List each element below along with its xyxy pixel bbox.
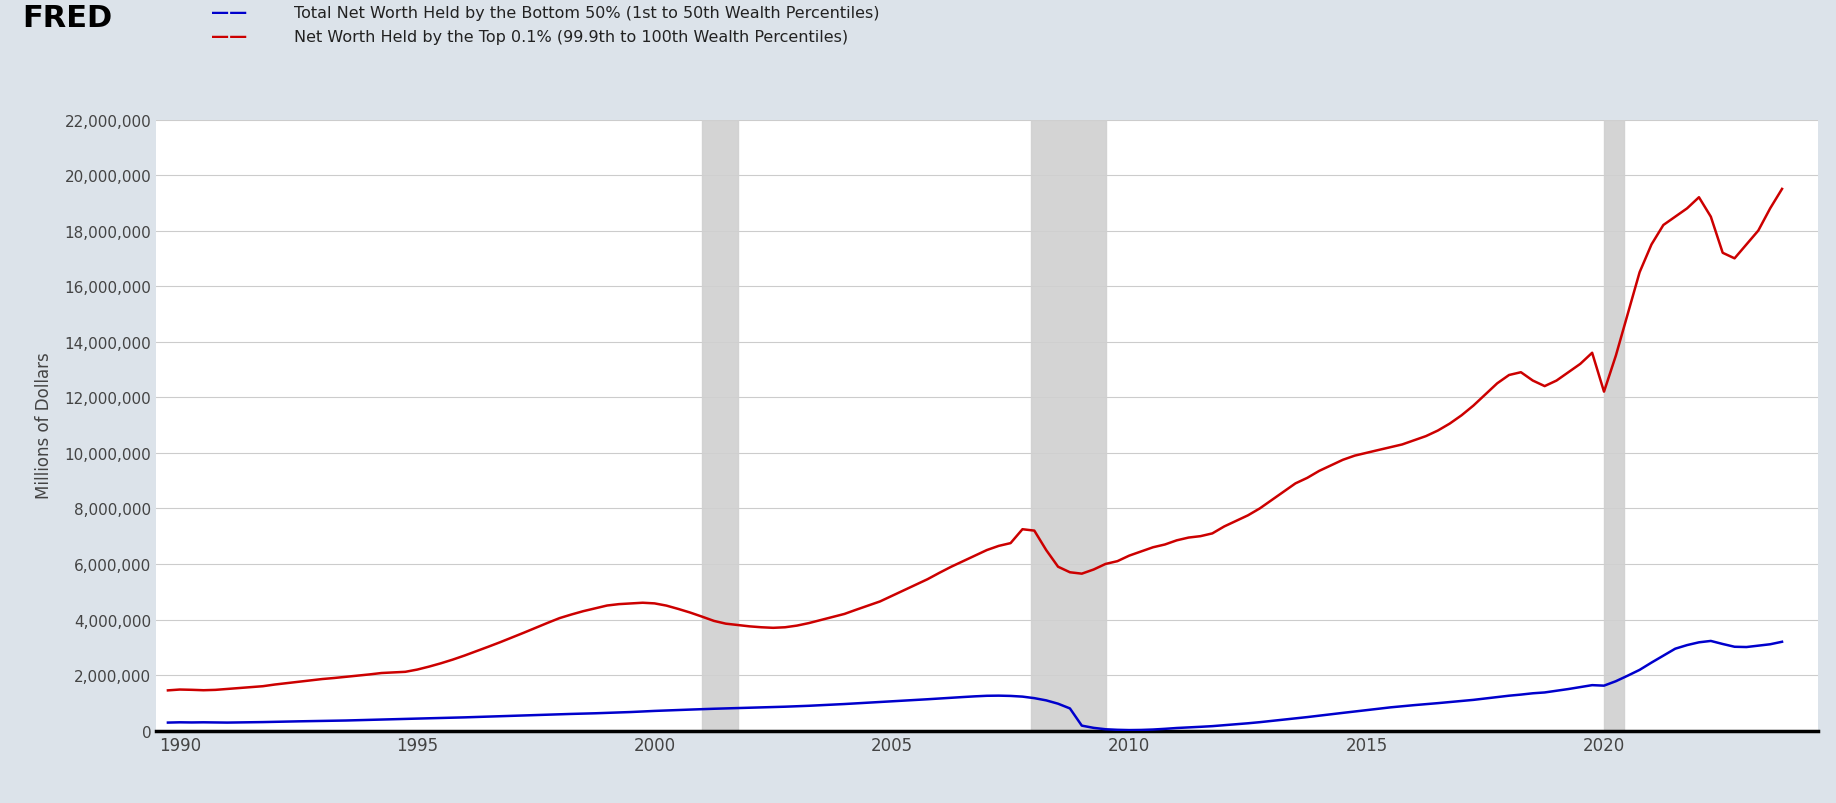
Text: ——: —— [211, 4, 261, 22]
Bar [1030, 120, 1105, 731]
Bar [1605, 120, 1625, 731]
Text: Net Worth Held by the Top 0.1% (99.9th to 100th Wealth Percentiles): Net Worth Held by the Top 0.1% (99.9th t… [294, 30, 848, 45]
Text: Total Net Worth Held by the Bottom 50% (1st to 50th Wealth Percentiles): Total Net Worth Held by the Bottom 50% (… [294, 6, 879, 21]
Text: ——: —— [211, 28, 261, 46]
Bar [701, 120, 738, 731]
Y-axis label: Millions of Dollars: Millions of Dollars [35, 353, 53, 499]
Text: FRED: FRED [22, 4, 112, 33]
